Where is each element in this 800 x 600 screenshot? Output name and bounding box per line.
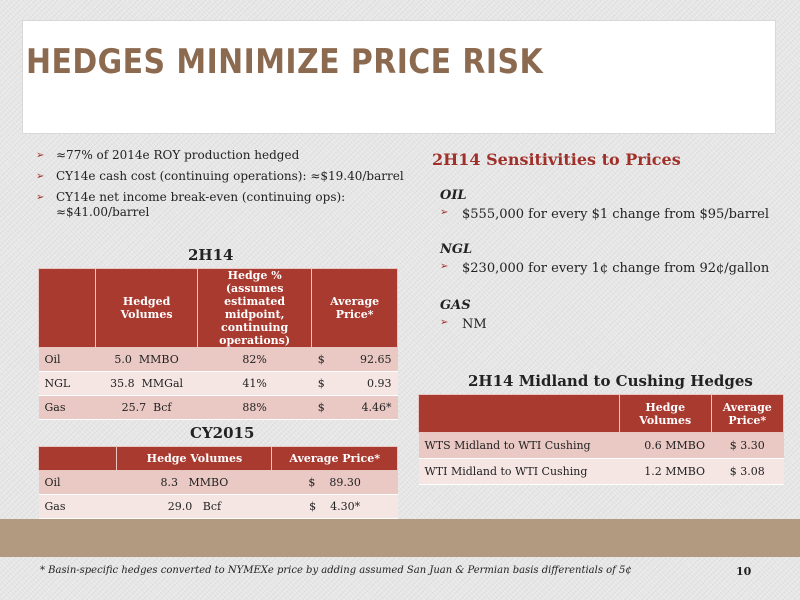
sensitivity-text: $555,000 for every $1 change from $95/ba…	[462, 207, 770, 222]
slide-title: Hedges Minimize Price Risk	[26, 42, 544, 82]
sensitivities-title: 2H14 Sensitivities to Prices	[432, 150, 681, 169]
bullet-text: CY14e net income break-even (continuing …	[56, 190, 346, 219]
table-cell: 25.7 Bcf	[95, 395, 198, 420]
table-cell: $ 89.30	[271, 470, 398, 495]
table-header-cell	[418, 394, 620, 433]
table-cell: $4.46*	[311, 395, 398, 420]
bullet-item: ➢ CY14e cash cost (continuing operations)…	[36, 169, 406, 184]
bullet-item: ➢ ≈77% of 2014e ROY production hedged	[36, 148, 406, 163]
table-cell: $ 3.30	[711, 432, 784, 459]
sensitivity-item: ➢ $230,000 for every 1¢ change from 92¢/g…	[440, 261, 780, 276]
sensitivity-item: ➢ NM	[440, 317, 780, 332]
arrow-bullet-icon: ➢	[440, 317, 449, 328]
arrow-bullet-icon: ➢	[36, 150, 45, 161]
arrow-bullet-icon: ➢	[440, 261, 449, 272]
table-cell: 29.0 Bcf	[116, 494, 272, 519]
title-box	[22, 20, 776, 134]
table-header-cell	[37, 446, 118, 471]
arrow-bullet-icon: ➢	[36, 192, 45, 203]
table-header-cell: Hedge Volumes	[618, 394, 712, 433]
table-cell: 1.2 MMBO	[619, 458, 712, 485]
table-header-row: Hedge Volumes Average Price*	[37, 446, 398, 471]
table-header-cell	[37, 268, 97, 348]
h2-section-title: 2H14	[188, 246, 234, 264]
table-cell: 5.0 MMBO	[95, 347, 198, 372]
sensitivity-label: NGL	[440, 242, 473, 257]
bullet-text: CY14e cash cost (continuing operations):…	[56, 169, 404, 183]
table-cell: Oil	[38, 470, 117, 495]
midland-hedge-table: Hedge Volumes Average Price* WTS Midland…	[418, 394, 785, 485]
table-row: WTS Midland to WTI Cushing 0.6 MMBO $ 3.…	[418, 432, 784, 459]
bullet-list: ➢ ≈77% of 2014e ROY production hedged ➢ CY…	[36, 148, 406, 226]
sensitivity-label: OIL	[440, 188, 467, 203]
table-cell: 35.8 MMGal	[95, 371, 198, 396]
page-number: 10	[736, 565, 752, 578]
table-row: Gas 25.7 Bcf 88% $4.46*	[38, 395, 398, 420]
table-cell: $92.65	[311, 347, 398, 372]
table-cell: Gas	[38, 494, 117, 519]
bottom-band	[0, 519, 800, 557]
cy2015-hedge-table: Hedge Volumes Average Price* Oil 8.3 MMB…	[37, 446, 398, 519]
table-header-cell: Average Price*	[710, 394, 785, 433]
table-cell: $ 3.08	[711, 458, 784, 485]
sensitivity-text: $230,000 for every 1¢ change from 92¢/ga…	[462, 261, 770, 276]
table-row: WTI Midland to WTI Cushing 1.2 MMBO $ 3.…	[418, 458, 784, 485]
table-cell: NGL	[38, 371, 96, 396]
table-cell: WTS Midland to WTI Cushing	[418, 432, 620, 459]
table-cell: 0.6 MMBO	[619, 432, 712, 459]
table-row: Oil 8.3 MMBO $ 89.30	[38, 470, 398, 495]
table-cell: 8.3 MMBO	[116, 470, 272, 495]
sensitivity-item: ➢ $555,000 for every $1 change from $95/b…	[440, 207, 780, 222]
h2-hedge-table: Hedged Volumes Hedge % (assumes estimate…	[37, 268, 398, 420]
table-cell: 82%	[197, 347, 312, 372]
table-cell: Gas	[38, 395, 96, 420]
sensitivity-oil: OIL ➢ $555,000 for every $1 change from $…	[440, 188, 780, 222]
sensitivity-gas: GAS ➢ NM	[440, 298, 780, 332]
table-header-cell: Average Price*	[271, 446, 398, 471]
bullet-text: ≈77% of 2014e ROY production hedged	[56, 148, 300, 162]
sensitivity-ngl: NGL ➢ $230,000 for every 1¢ change from 9…	[440, 242, 780, 276]
table-cell: Oil	[38, 347, 96, 372]
cy2015-section-title: CY2015	[190, 424, 255, 442]
table-cell: $0.93	[311, 371, 398, 396]
bullet-item: ➢ CY14e net income break-even (continuing…	[36, 190, 406, 220]
table-header-cell: Average Price*	[311, 268, 398, 348]
table-cell: $ 4.30*	[271, 494, 398, 519]
table-row: Oil 5.0 MMBO 82% $92.65	[38, 347, 398, 372]
sensitivity-label: GAS	[440, 298, 471, 313]
table-header-row: Hedge Volumes Average Price*	[418, 394, 785, 433]
midland-section-title: 2H14 Midland to Cushing Hedges	[468, 372, 753, 390]
table-cell: 41%	[197, 371, 312, 396]
sensitivity-text: NM	[462, 317, 487, 332]
arrow-bullet-icon: ➢	[440, 207, 449, 218]
footnote: * Basin-specific hedges converted to NYM…	[40, 565, 632, 576]
table-header-row: Hedged Volumes Hedge % (assumes estimate…	[37, 268, 398, 348]
table-row: Gas 29.0 Bcf $ 4.30*	[38, 494, 398, 519]
table-row: NGL 35.8 MMGal 41% $0.93	[38, 371, 398, 396]
table-cell: 88%	[197, 395, 312, 420]
table-header-cell: Hedge Volumes	[116, 446, 273, 471]
table-header-cell: Hedged Volumes	[95, 268, 198, 348]
arrow-bullet-icon: ➢	[36, 171, 45, 182]
table-cell: WTI Midland to WTI Cushing	[418, 458, 620, 485]
table-header-cell: Hedge % (assumes estimated midpoint, con…	[196, 268, 313, 348]
